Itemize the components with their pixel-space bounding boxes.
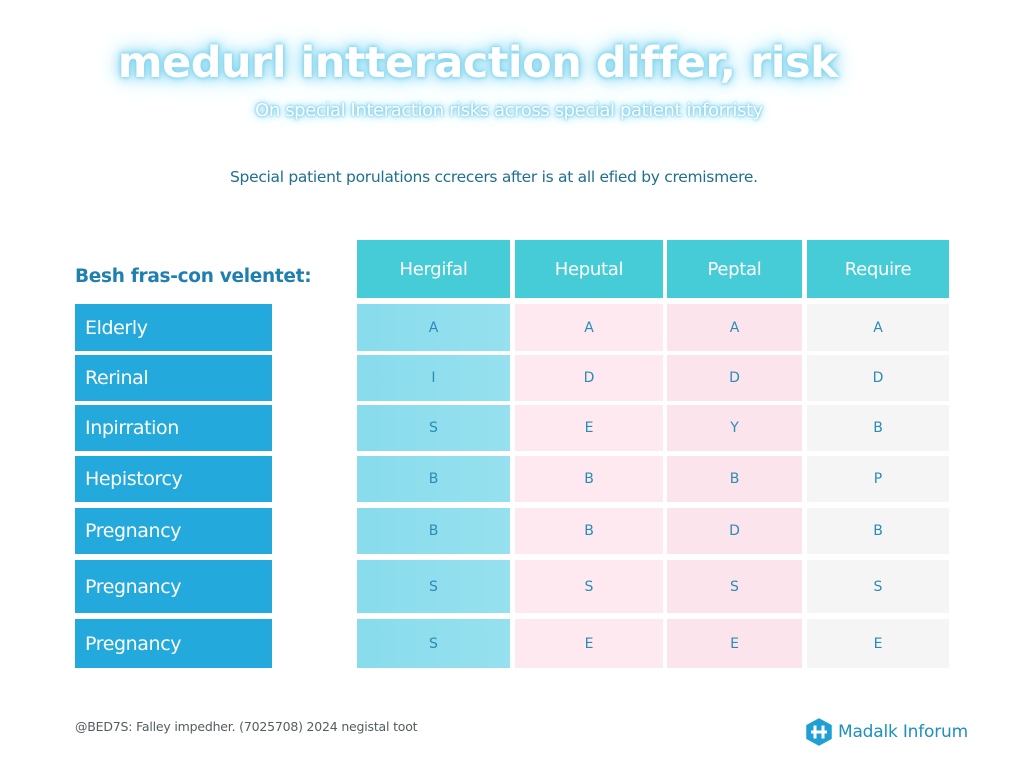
table-cell: E (667, 619, 802, 668)
footer-credit: @BED7S: Falley impedher. (7025708) 2024 … (75, 719, 418, 734)
table-cell: Y (667, 405, 802, 451)
table-cell: D (515, 355, 663, 401)
table-cell: S (357, 405, 510, 451)
table-cell: A (515, 304, 663, 351)
table-cell: D (807, 355, 949, 401)
brand-name: Madalk Inforum (838, 722, 968, 742)
row-heading: Besh fras-con velentet: (75, 266, 312, 287)
row-label-inpirration: Inpirration (75, 405, 272, 451)
table-cell: B (357, 508, 510, 554)
table-cell: B (667, 456, 802, 502)
table-cell: A (357, 304, 510, 351)
table-cell: I (357, 355, 510, 401)
table-cell: E (807, 619, 949, 668)
table-cell: P (807, 456, 949, 502)
table-cell: D (667, 508, 802, 554)
column-header-require: Require (807, 240, 949, 298)
row-label-elderly: Elderly (75, 304, 272, 351)
brand-logo: Madalk Inforum (806, 717, 968, 747)
column-header-heputal: Heputal (515, 240, 663, 298)
table-cell: B (807, 508, 949, 554)
row-label-hepistorcy: Hepistorcy (75, 456, 272, 502)
table-cell: A (667, 304, 802, 351)
table-cell: S (357, 560, 510, 613)
table-cell: B (515, 508, 663, 554)
table-cell: B (515, 456, 663, 502)
table-cell: B (357, 456, 510, 502)
table-cell: A (807, 304, 949, 351)
table-cell: S (357, 619, 510, 668)
row-label-pregnancy-3: Pregnancy (75, 619, 272, 668)
table-cell: D (667, 355, 802, 401)
table-cell: S (667, 560, 802, 613)
page-subtitle: On special Interaction risks across spec… (255, 100, 763, 121)
column-header-peptal: Peptal (667, 240, 802, 298)
table-cell: S (807, 560, 949, 613)
row-label-rerinal: Rerinal (75, 355, 272, 401)
table-cell: S (515, 560, 663, 613)
page-title: medurl intteraction differ, risk (117, 38, 839, 88)
caption: Special patient porulations ccrecers aft… (230, 168, 758, 186)
table-cell: B (807, 405, 949, 451)
column-header-hergifal: Hergifal (357, 240, 510, 298)
row-label-pregnancy-2: Pregnancy (75, 560, 272, 613)
hexagon-h-logo-icon (806, 718, 832, 746)
row-label-pregnancy-1: Pregnancy (75, 508, 272, 554)
table-cell: E (515, 619, 663, 668)
table-cell: E (515, 405, 663, 451)
